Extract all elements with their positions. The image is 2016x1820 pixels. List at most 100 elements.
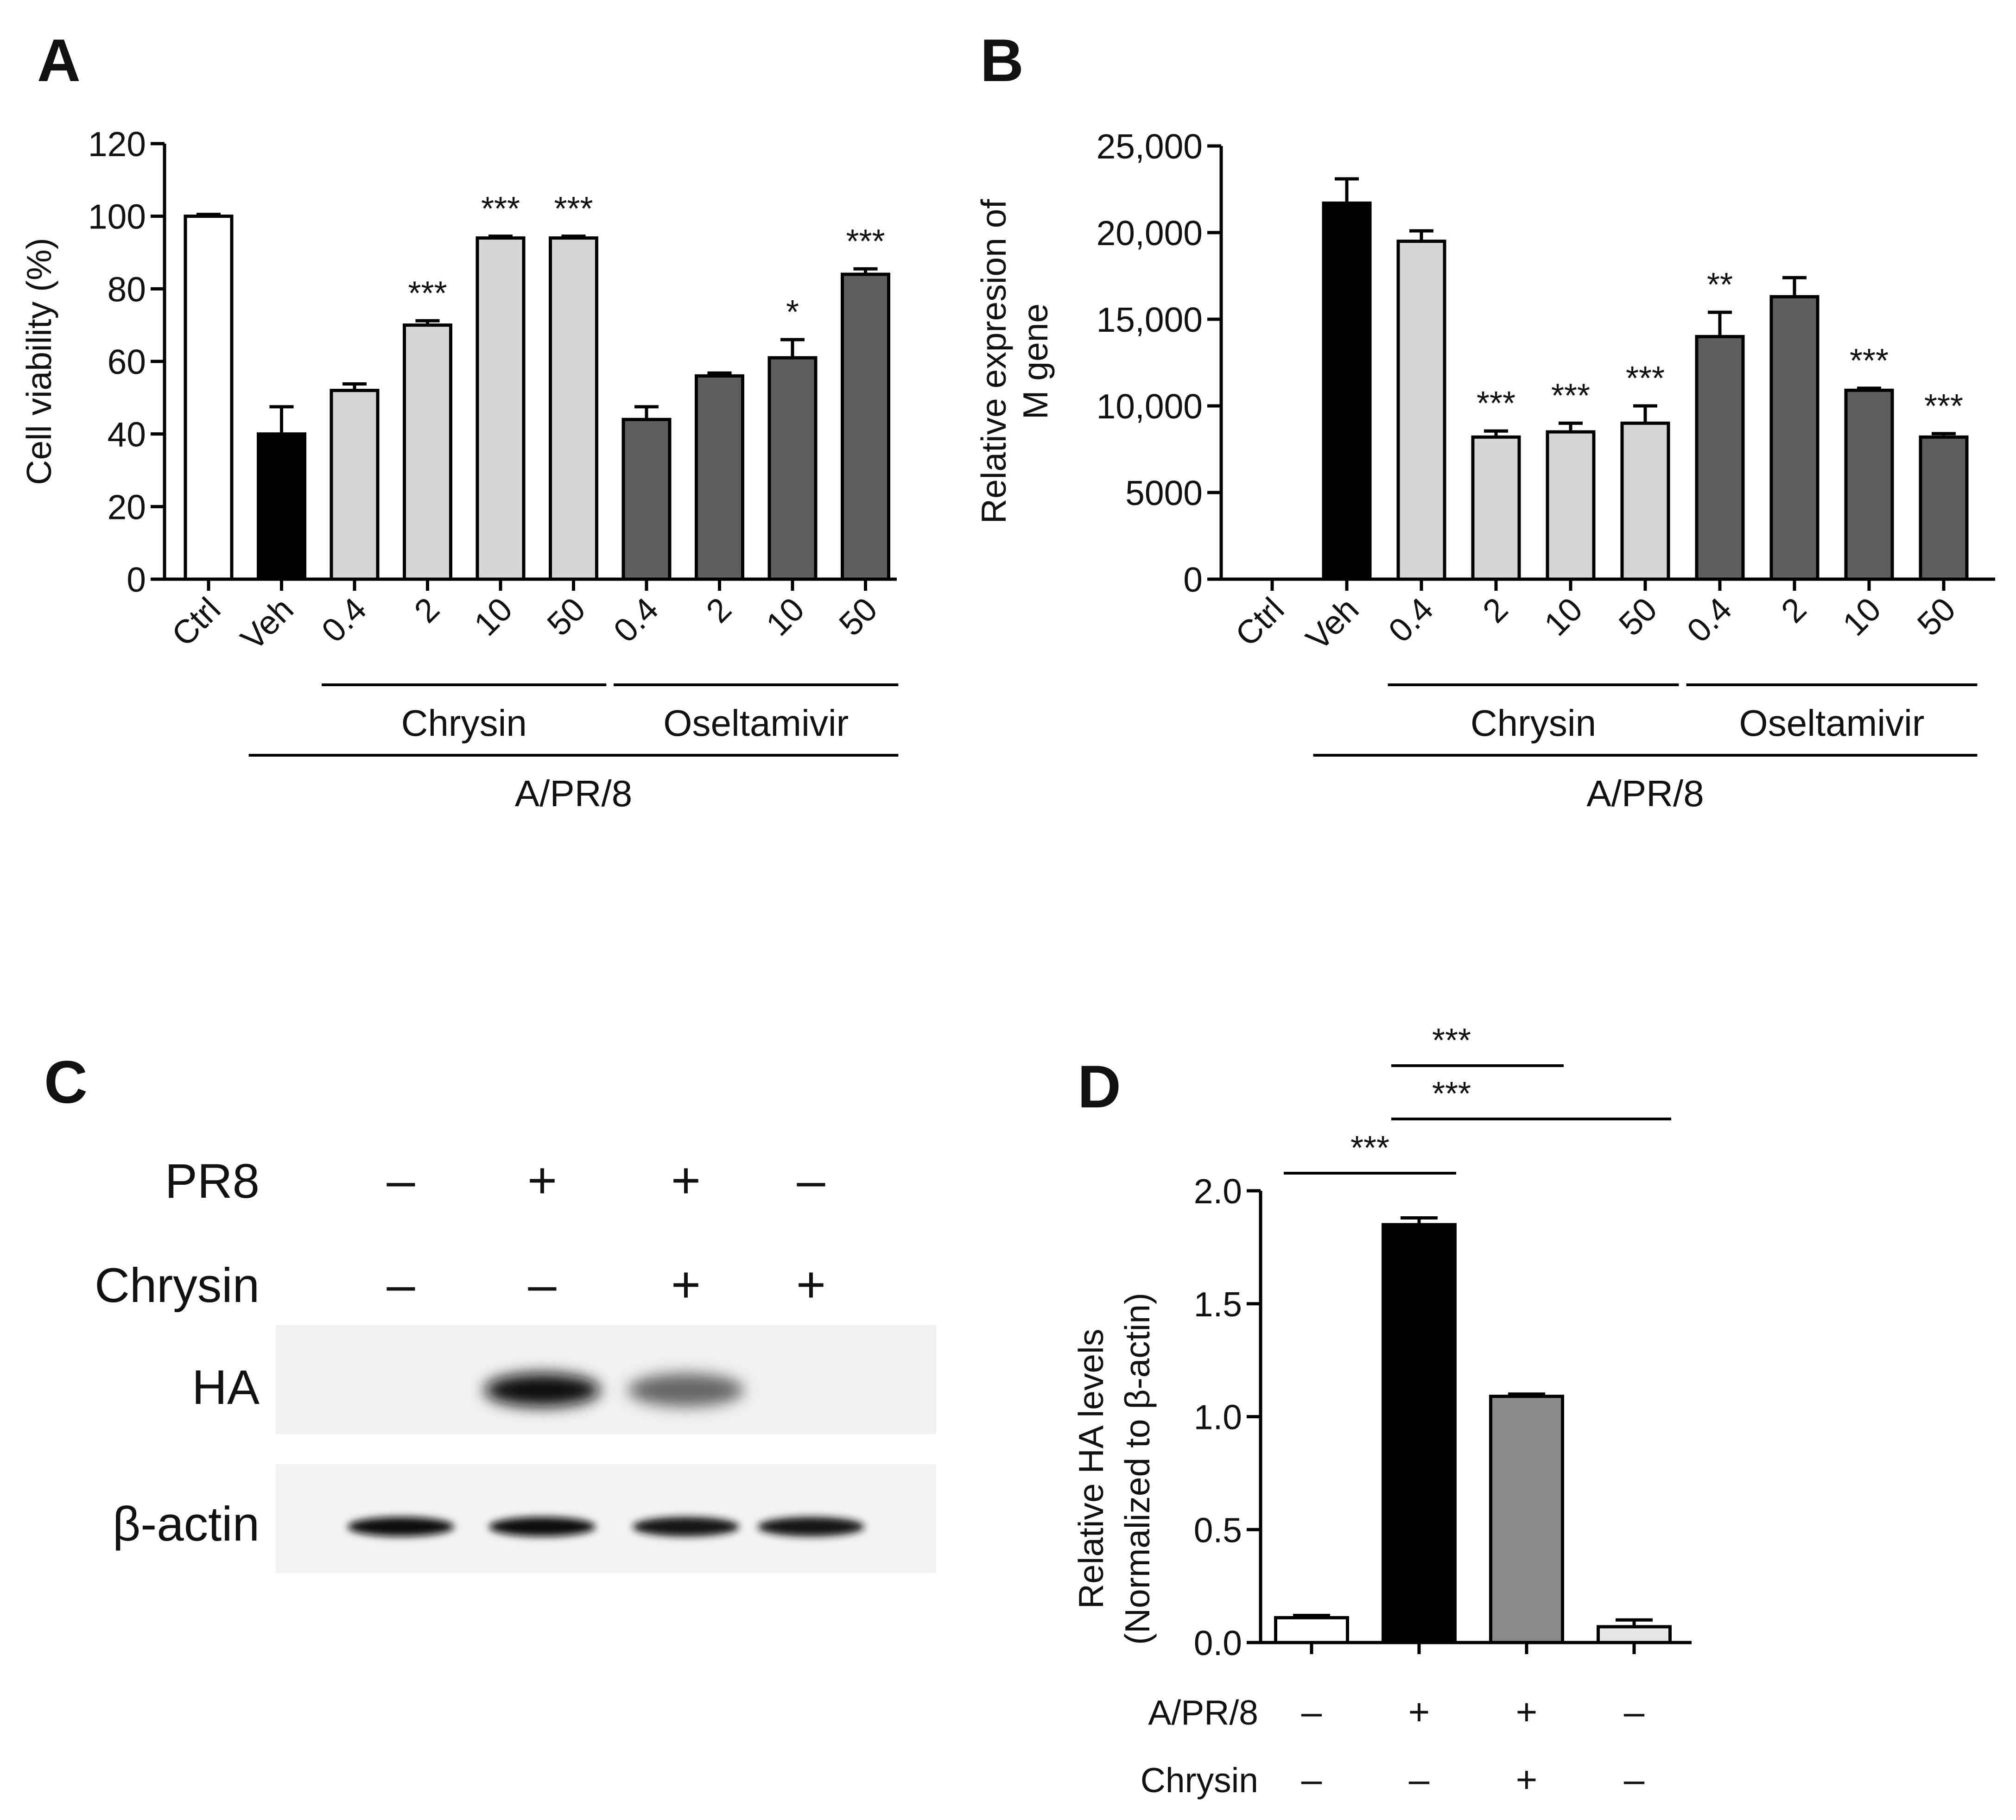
chart-b-y-tick-label: 5000 xyxy=(1125,474,1203,512)
chart-d-row-label-chrysin: Chrysin xyxy=(1141,1761,1258,1800)
chart-b-category-label: 10 xyxy=(1537,591,1590,643)
chart-b-significance-label: *** xyxy=(1477,385,1515,422)
chart-a-group-label: Oseltamivir xyxy=(663,702,849,744)
chart-d-treatment-sign: – xyxy=(1624,1759,1645,1800)
chart-b-category-label: 10 xyxy=(1836,591,1888,643)
chart-d-bar xyxy=(1274,1616,1349,1644)
chart-d-row-label-apr8: A/PR/8 xyxy=(1148,1693,1258,1732)
chart-d-y-tick-label: 1.0 xyxy=(1194,1398,1242,1437)
blot-row-label-chrysin: Chrysin xyxy=(95,1258,260,1313)
panel-label-c: C xyxy=(44,1048,88,1116)
chart-b-bar xyxy=(1546,430,1596,581)
chart-a-bar xyxy=(184,215,234,581)
chart-a-category-label: 10 xyxy=(759,591,811,643)
chart-a-category-label: 50 xyxy=(832,591,885,643)
chart-d-y-tick-label: 2.0 xyxy=(1194,1172,1242,1211)
chart-d-y-axis-label-line-1: Relative HA levels xyxy=(1071,1329,1110,1609)
chart-d-treatment-sign: + xyxy=(1516,1691,1538,1732)
chart-b-category-label: 0.4 xyxy=(1382,591,1440,650)
chart-a-category-label: 2 xyxy=(407,591,447,630)
blot-band-label-ha: HA xyxy=(192,1360,260,1415)
chart-b-bar xyxy=(1769,295,1819,581)
chart-a-outer-group-label: A/PR/8 xyxy=(515,773,632,814)
chart-a-y-tick-label: 80 xyxy=(108,270,146,309)
panel-label-a: A xyxy=(37,26,81,94)
chart-a-axes: 0 20 40 60 80 100 120 Ctrl Veh 0.4 *** 2 *** 10 *** 50 0… xyxy=(88,125,899,814)
chart-a-bar xyxy=(330,389,380,581)
chart-a-significance-label: *** xyxy=(481,190,520,228)
chart-a-bar xyxy=(257,432,306,581)
chart-d-bar xyxy=(1489,1395,1564,1644)
chart-a-y-tick-label: 120 xyxy=(88,125,146,164)
chart-d-y-tick-label: 0.0 xyxy=(1194,1624,1242,1662)
chart-d-treatment-sign: + xyxy=(1516,1759,1538,1800)
western-blot: PR8 Chrysin HA β-actin – + + – – – + + xyxy=(95,1152,936,1573)
chart-b-bar xyxy=(1322,201,1372,581)
chart-d-axes: 0.0 0.5 1.0 1.5 2.0 *** *** *** – + + – – – + – xyxy=(1194,1022,1692,1800)
chart-b-bar xyxy=(1695,335,1745,581)
blot-lanes: – + + – – – + + xyxy=(348,1152,864,1536)
chart-b-y-axis-label-line-1: Relative expresion of xyxy=(974,199,1013,524)
chart-a-category-label: 0.4 xyxy=(607,591,666,650)
chart-a-group-label: Chrysin xyxy=(401,702,527,744)
blot-treatment-sign: + xyxy=(796,1256,826,1313)
chart-d-comparison-label: *** xyxy=(1350,1130,1389,1167)
chart-b-y-tick-label: 25,000 xyxy=(1097,127,1203,166)
chart-b-y-axis-label-line-2: M gene xyxy=(1016,303,1055,419)
chart-d-comparison-label: *** xyxy=(1432,1075,1471,1112)
chart-a-category-label: 0.4 xyxy=(315,591,374,650)
blot-row-label-pr8: PR8 xyxy=(165,1154,260,1208)
chart-d-y-tick-label: 1.5 xyxy=(1194,1285,1242,1324)
chart-b-bar xyxy=(1620,421,1670,581)
chart-b-bar xyxy=(1844,388,1894,581)
panel-label-d: D xyxy=(1078,1053,1121,1120)
chart-a-bar xyxy=(621,417,672,581)
chart-a-bar xyxy=(475,236,526,581)
chart-d-treatment-sign: – xyxy=(1301,1691,1322,1732)
chart-b-y-tick-label: 0 xyxy=(1183,560,1203,599)
panel-label-b: B xyxy=(980,26,1024,94)
chart-d-comparison-label: *** xyxy=(1432,1022,1471,1059)
chart-a-significance-label: *** xyxy=(408,275,447,312)
chart-b-category-label: 2 xyxy=(1774,591,1813,630)
chart-a-category-label: Ctrl xyxy=(165,591,228,654)
chart-b-outer-group-label: A/PR/8 xyxy=(1586,773,1704,814)
chart-b-group-label: Oseltamivir xyxy=(1739,702,1924,744)
chart-a-bar xyxy=(549,236,598,581)
chart-a-y-axis-label: Cell viability (%) xyxy=(19,238,58,485)
chart-b-m-gene-expression: Relative expresion of M gene 0 5000 10,000… xyxy=(974,127,1995,814)
blot-band-label-beta-actin: β-actin xyxy=(113,1497,260,1551)
chart-a-category-label: 10 xyxy=(467,591,520,643)
chart-b-y-tick-label: 15,000 xyxy=(1097,300,1203,339)
chart-a-category-label: 50 xyxy=(540,591,593,643)
chart-a-significance-label: *** xyxy=(554,190,593,228)
chart-b-category-label: 50 xyxy=(1910,591,1963,643)
chart-d-treatment-sign: – xyxy=(1624,1691,1645,1732)
chart-a-y-tick-label: 0 xyxy=(127,560,146,599)
chart-b-significance-label: *** xyxy=(1924,388,1963,425)
chart-b-bar xyxy=(1471,435,1521,581)
chart-b-bar xyxy=(1396,240,1446,581)
blot-band xyxy=(484,1373,600,1407)
chart-a-y-tick-label: 20 xyxy=(108,487,146,526)
chart-a-bar xyxy=(403,323,452,581)
blot-treatment-sign: – xyxy=(797,1152,825,1209)
chart-d-bar xyxy=(1382,1223,1457,1644)
blot-band xyxy=(758,1517,864,1536)
chart-a-bar xyxy=(767,356,818,581)
chart-a-significance-label: *** xyxy=(846,223,885,260)
chart-d-treatment-sign: – xyxy=(1409,1759,1430,1800)
blot-treatment-sign: – xyxy=(387,1256,415,1313)
chart-d-y-axis-label-line-2: (Normalized to β-actin) xyxy=(1118,1293,1157,1645)
chart-b-y-tick-label: 10,000 xyxy=(1097,387,1203,426)
chart-a-bar xyxy=(695,374,744,581)
chart-b-category-label: 0.4 xyxy=(1680,591,1739,650)
blot-treatment-sign: – xyxy=(387,1152,415,1209)
chart-b-bar xyxy=(1919,435,1969,581)
chart-b-y-tick-label: 20,000 xyxy=(1097,214,1203,253)
chart-a-y-tick-label: 40 xyxy=(108,415,146,454)
chart-d-bar xyxy=(1597,1625,1672,1644)
chart-a-y-tick-label: 100 xyxy=(88,197,146,236)
blot-band xyxy=(628,1373,744,1407)
